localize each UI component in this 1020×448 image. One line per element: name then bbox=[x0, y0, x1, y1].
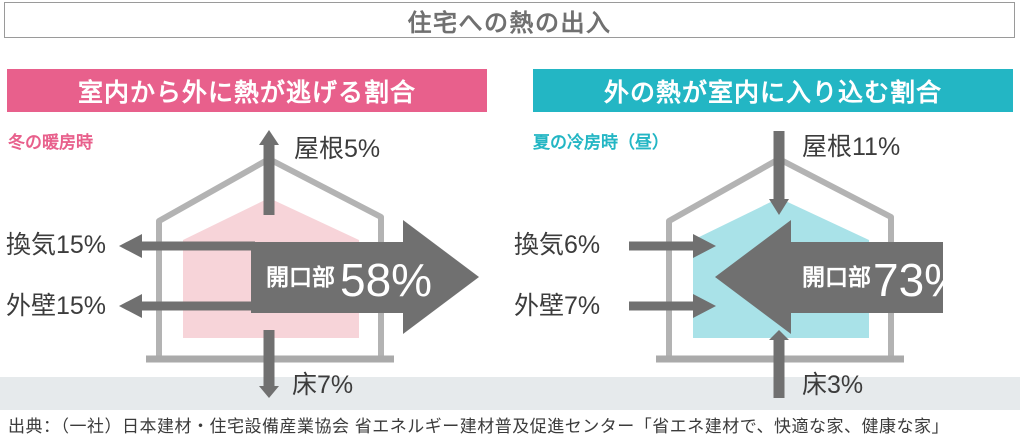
svg-text:換気6%: 換気6% bbox=[514, 231, 600, 259]
svg-text:屋根11%: 屋根11% bbox=[802, 133, 900, 161]
svg-text:外壁7%: 外壁7% bbox=[514, 292, 600, 320]
svg-text:屋根5%: 屋根5% bbox=[294, 135, 380, 163]
svg-text:床7%: 床7% bbox=[292, 371, 353, 399]
svg-text:床3%: 床3% bbox=[802, 371, 863, 399]
svg-text:外壁15%: 外壁15% bbox=[6, 292, 106, 320]
svg-text:換気15%: 換気15% bbox=[6, 231, 106, 259]
svg-text:73%: 73% bbox=[873, 254, 965, 306]
svg-text:58%: 58% bbox=[340, 254, 432, 306]
svg-text:開口部: 開口部 bbox=[266, 264, 335, 290]
svg-text:開口部: 開口部 bbox=[802, 264, 871, 290]
